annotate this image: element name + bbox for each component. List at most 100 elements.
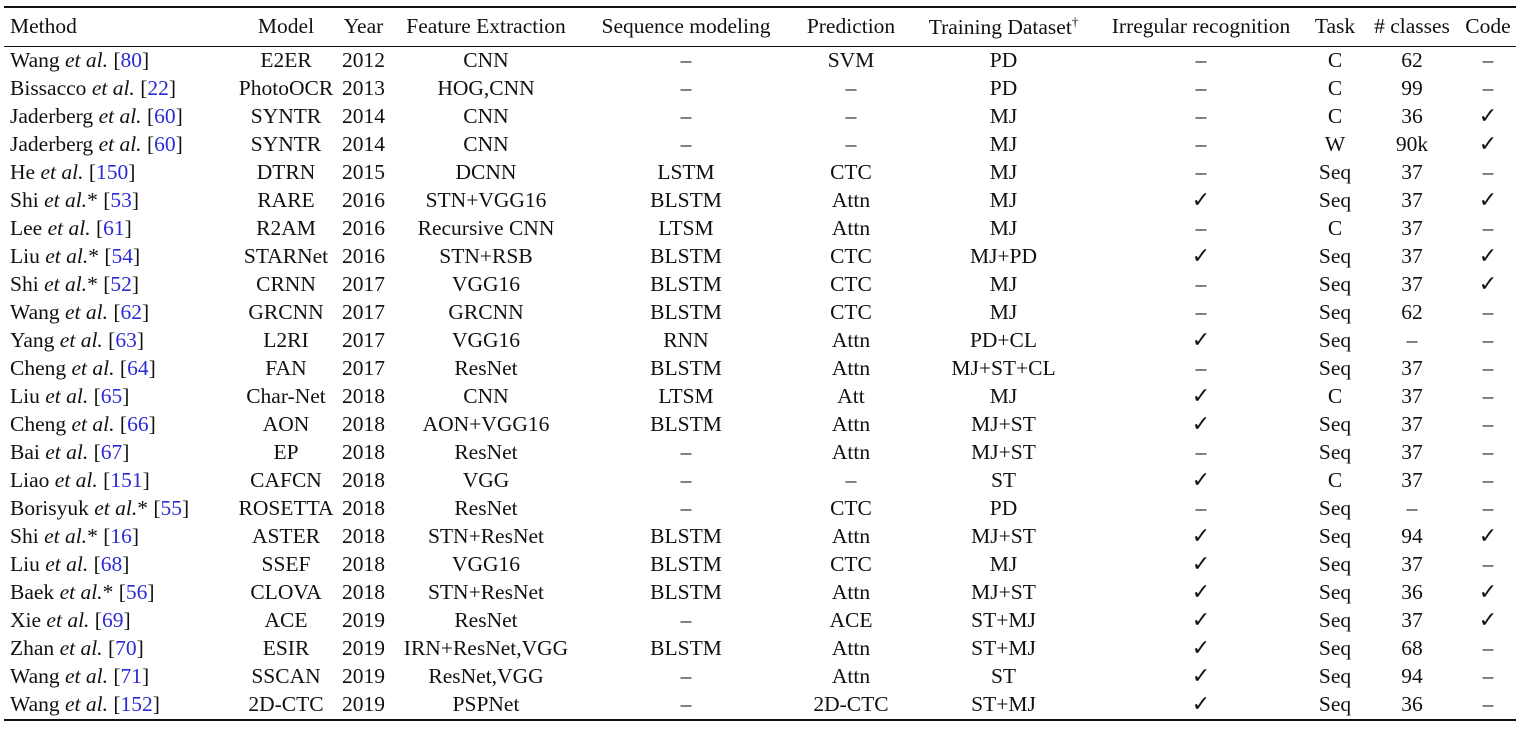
method-citation-link[interactable]: 152: [120, 692, 153, 717]
method-citation-link[interactable]: 52: [110, 272, 132, 297]
method-citation-link[interactable]: 56: [125, 580, 148, 605]
method-citation-link[interactable]: 55: [160, 496, 183, 521]
method-citation-link[interactable]: 150: [96, 160, 129, 185]
model-cell: CAFCN: [250, 468, 322, 493]
sequence-modeling-cell: –: [680, 608, 692, 633]
method-author: Cheng: [10, 412, 67, 437]
feature-extraction-cell: AON+VGG16: [422, 412, 550, 437]
code-cell: ✓: [1478, 132, 1498, 157]
table-row: Baek et al.* [56] CLOVA 2018 STN+ResNet BLST…: [4, 579, 1516, 607]
method-etal: et al.: [47, 216, 91, 241]
method-citation-link[interactable]: 63: [115, 328, 137, 353]
feature-extraction-cell: DCNN: [455, 160, 517, 185]
task-cell: Seq: [1318, 664, 1352, 689]
table-row: Wang et al. [71] SSCAN 2019 ResNet,VGG – Attn…: [4, 663, 1516, 691]
col-header-year: Year: [343, 13, 384, 38]
code-cell: –: [1482, 440, 1494, 465]
col-header-code: Code: [1465, 13, 1511, 38]
sequence-modeling-cell: –: [680, 440, 692, 465]
method-citation-link[interactable]: 22: [147, 76, 169, 101]
table-row: Cheng et al. [64] FAN 2017 ResNet BLSTM Attn M…: [4, 355, 1516, 383]
comparison-table-container: Method Model Year Feature Extraction Seq…: [4, 6, 1516, 721]
prediction-cell: Attn: [831, 580, 871, 605]
classes-cell: 36: [1401, 580, 1423, 605]
method-citation-link[interactable]: 71: [120, 664, 143, 689]
irregular-recognition-cell: –: [1195, 272, 1207, 297]
irregular-recognition-cell: –: [1195, 216, 1207, 241]
year-cell: 2017: [342, 300, 385, 325]
method-citation-link[interactable]: 16: [110, 524, 132, 549]
code-cell: –: [1482, 160, 1494, 185]
table-row: Cheng et al. [66] AON 2018 AON+VGG16 BLSTM At…: [4, 411, 1516, 439]
method-citation-link[interactable]: 80: [120, 48, 143, 73]
method-cell: Liao et al. [151]: [10, 468, 150, 493]
task-cell: Seq: [1318, 272, 1352, 297]
prediction-cell: Attn: [831, 524, 871, 549]
header-row: Method Model Year Feature Extraction Seq…: [4, 8, 1516, 45]
method-citation-link[interactable]: 53: [110, 188, 132, 213]
method-citation-link[interactable]: 65: [100, 384, 123, 409]
method-citation-link[interactable]: 70: [115, 636, 137, 661]
method-etal: et al.: [98, 104, 142, 129]
method-citation-link[interactable]: 60: [154, 132, 176, 157]
code-cell: ✓: [1478, 244, 1498, 269]
year-cell: 2018: [342, 524, 385, 549]
col-header-sequence-modeling: Sequence modeling: [601, 13, 771, 38]
method-citation-link[interactable]: 67: [100, 440, 123, 465]
irregular-recognition-cell: –: [1195, 132, 1207, 157]
prediction-cell: SVM: [827, 48, 875, 73]
code-cell: –: [1482, 384, 1494, 409]
classes-cell: 37: [1401, 552, 1423, 577]
method-cell: Bissacco et al. [22]: [10, 76, 177, 101]
method-cell: Xie et al. [69]: [10, 608, 131, 633]
prediction-cell: –: [845, 468, 857, 493]
method-etal: et al.: [65, 664, 108, 689]
year-cell: 2016: [342, 244, 385, 269]
method-cell: Shi et al.* [16]: [10, 524, 140, 549]
method-citation-link[interactable]: 151: [110, 468, 143, 493]
method-citation-link[interactable]: 68: [100, 552, 123, 577]
method-cell: Baek et al.* [56]: [10, 580, 155, 605]
method-citation-link[interactable]: 66: [127, 412, 149, 437]
feature-extraction-cell: IRN+ResNet,VGG: [403, 636, 569, 661]
irregular-recognition-cell: –: [1195, 104, 1207, 129]
irregular-recognition-cell: ✓: [1191, 384, 1211, 409]
code-cell: –: [1482, 48, 1494, 73]
method-cell: Yang et al. [63]: [10, 328, 145, 353]
method-author: Lee: [10, 216, 43, 241]
classes-cell: 36: [1401, 104, 1423, 129]
task-cell: C: [1327, 76, 1343, 101]
training-dataset-cell: MJ+ST: [971, 580, 1036, 605]
task-cell: Seq: [1318, 524, 1352, 549]
method-citation-link[interactable]: 54: [111, 244, 134, 269]
method-author: Zhan: [10, 636, 55, 661]
sequence-modeling-cell: –: [680, 664, 692, 689]
prediction-cell: Attn: [831, 216, 871, 241]
irregular-recognition-cell: –: [1195, 496, 1207, 521]
irregular-recognition-cell: ✓: [1191, 636, 1211, 661]
table-row: Lee et al. [61] R2AM 2016 Recursive CNN LTSM…: [4, 215, 1516, 243]
task-cell: Seq: [1318, 440, 1352, 465]
model-cell: RARE: [257, 188, 315, 213]
code-cell: –: [1482, 664, 1494, 689]
table-row: Shi et al.* [53] RARE 2016 STN+VGG16 BLSTM At…: [4, 187, 1516, 215]
method-citation-link[interactable]: 64: [127, 356, 149, 381]
method-star: *: [102, 580, 114, 605]
method-citation-link[interactable]: 69: [101, 608, 124, 633]
method-author: Borisyuk: [10, 496, 89, 521]
feature-extraction-cell: VGG16: [451, 272, 521, 297]
irregular-recognition-cell: ✓: [1191, 412, 1211, 437]
prediction-cell: Attn: [831, 412, 871, 437]
classes-cell: 37: [1401, 412, 1423, 437]
method-citation-link[interactable]: 60: [154, 104, 176, 129]
feature-extraction-cell: STN+ResNet: [427, 580, 545, 605]
sequence-modeling-cell: BLSTM: [650, 356, 722, 381]
feature-extraction-cell: CNN: [463, 384, 509, 409]
prediction-cell: Attn: [831, 188, 871, 213]
sequence-modeling-cell: –: [680, 76, 692, 101]
method-citation-link[interactable]: 61: [103, 216, 125, 241]
top-rule: [4, 6, 1516, 8]
method-citation-link[interactable]: 62: [120, 300, 143, 325]
sequence-modeling-cell: BLSTM: [650, 636, 722, 661]
task-cell: C: [1327, 216, 1343, 241]
